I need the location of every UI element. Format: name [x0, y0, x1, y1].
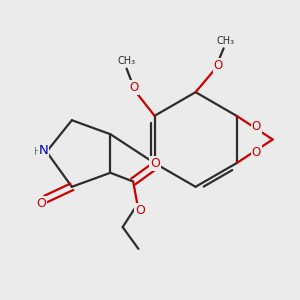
- Text: N: N: [39, 143, 48, 157]
- Text: CH₃: CH₃: [216, 36, 234, 46]
- Text: O: O: [129, 81, 138, 94]
- Text: O: O: [135, 204, 145, 217]
- Text: CH₃: CH₃: [118, 56, 136, 67]
- Text: O: O: [214, 59, 223, 72]
- Text: O: O: [252, 146, 261, 159]
- Text: O: O: [252, 120, 261, 133]
- Text: H: H: [34, 147, 41, 157]
- Text: O: O: [150, 157, 160, 170]
- Text: O: O: [36, 197, 46, 210]
